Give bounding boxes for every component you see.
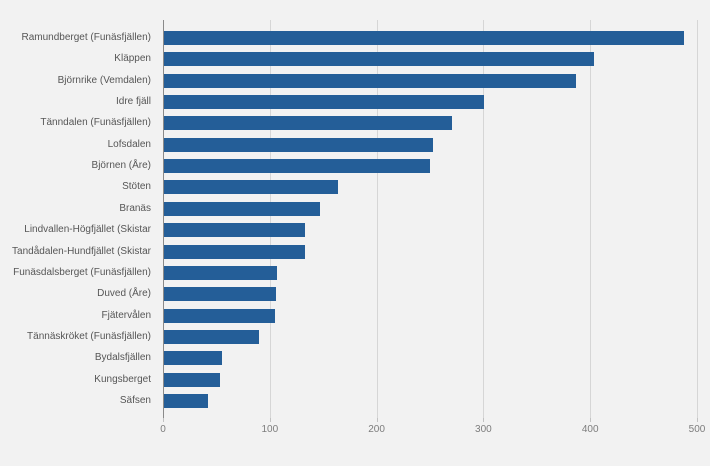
x-tick-mark [697,418,698,422]
bar[interactable] [164,73,577,88]
gridline [590,20,592,418]
bar[interactable] [164,244,305,259]
category-label: Lofsdalen [107,138,151,150]
plot-area [163,20,698,422]
category-label: Stöten [122,181,151,193]
bar[interactable] [164,137,434,152]
x-tick-mark [269,418,271,422]
category-label: Kläppen [114,53,151,65]
x-tick-mark [590,418,592,422]
bar[interactable] [164,201,320,216]
y-axis-line [163,20,164,418]
category-label: Bydalsfjällen [94,352,151,364]
x-tick-label: 100 [261,424,279,435]
category-label: Fjätervålen [101,309,151,321]
category-label: Funäsdalsberget (Funäsfjällen) [13,266,151,278]
x-tick-label: 400 [581,424,599,435]
bar[interactable] [164,31,685,45]
category-label: Idre fjäll [115,96,151,108]
category-label: Kungsberget [94,373,151,385]
x-tick-label: 500 [688,424,706,435]
bar[interactable] [164,52,595,67]
category-label: Tandådalen-Hundfjället (Skistar [12,245,151,257]
bar[interactable] [164,287,277,302]
bar[interactable] [164,180,339,195]
bar[interactable] [164,372,220,387]
bar[interactable] [164,308,276,323]
category-label: Branäs [119,202,151,214]
gridline [376,20,378,418]
category-label: Säfsen [119,394,151,406]
bar[interactable] [164,329,260,344]
gridline [483,20,485,418]
x-tick-label: 300 [475,424,492,435]
bar[interactable] [164,159,430,174]
x-tick-label: 200 [368,424,385,435]
x-tick-label: 0 [160,424,166,435]
bar[interactable] [164,223,305,238]
category-label: Tänndalen (Funäsfjällen) [40,117,151,129]
x-tick-mark [483,418,485,422]
category-label: Tännäskröket (Funäsfjällen) [27,330,151,342]
x-tick-mark [376,418,378,422]
bar[interactable] [164,393,208,408]
category-label: Björnen (Åre) [91,160,151,172]
x-tick-mark [163,418,164,422]
category-label: Ramundberget (Funäsfjällen) [21,32,151,43]
category-label: Lindvallen-Högfjället (Skistar [24,224,151,236]
bar[interactable] [164,351,222,366]
category-label: Duved (Åre) [97,288,151,300]
bar[interactable] [164,95,485,110]
bar[interactable] [164,265,278,280]
gridline [697,20,698,418]
category-label: Björnrike (Vemdalen) [57,74,151,86]
gridline [269,20,271,418]
bar[interactable] [164,116,453,131]
category-axis: Ramundberget (Funäsfjällen) Kläppen Björnr… [0,20,157,418]
